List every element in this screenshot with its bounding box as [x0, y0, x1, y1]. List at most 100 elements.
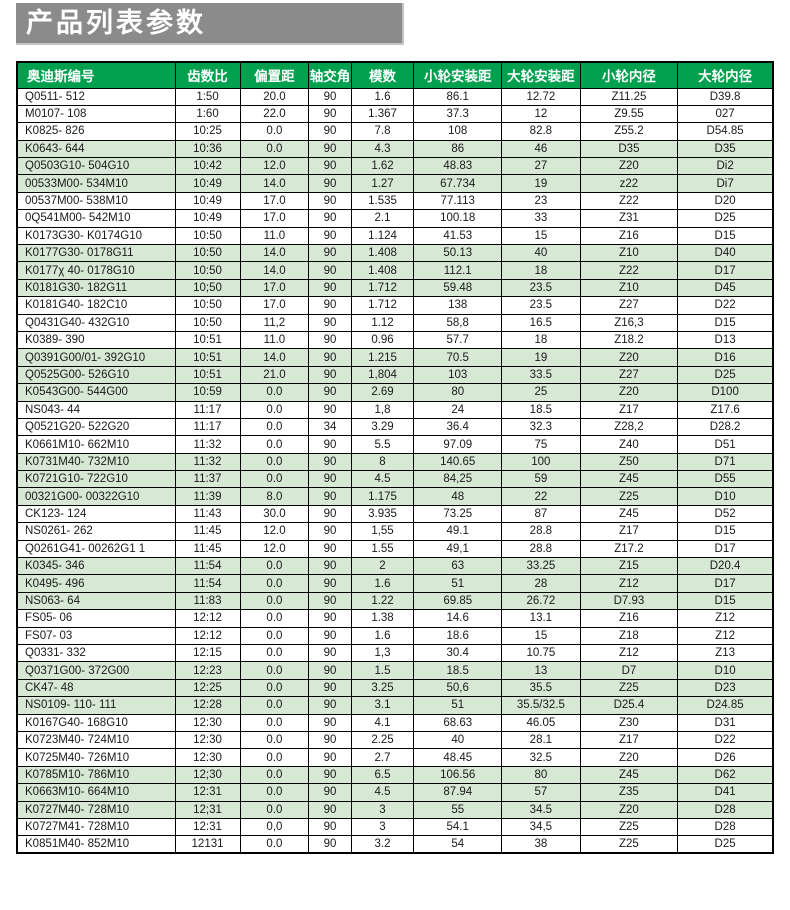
value-cell: 10:50	[174, 296, 241, 315]
value-cell: 90	[308, 678, 352, 698]
value-cell: 48.83	[413, 157, 503, 176]
product-code-cell: FS05- 06	[16, 609, 176, 628]
value-cell: 33	[501, 209, 581, 228]
value-cell: 90	[308, 609, 352, 628]
value-cell: Z9.55	[579, 104, 679, 124]
value-cell: 12:30	[174, 730, 241, 750]
value-cell: 1.6	[350, 574, 415, 593]
value-cell: 14.0	[239, 244, 310, 263]
value-cell: 0.0	[239, 696, 310, 715]
product-code-cell: NS0261- 262	[16, 522, 176, 541]
value-cell: 90	[308, 139, 352, 159]
value-cell: D10	[677, 487, 774, 506]
value-cell: 0.0	[239, 626, 310, 646]
table-row: K0177χ 40- 0178G10 10:50 14.0 90 1.408 112.1 1…	[16, 261, 774, 280]
value-cell: 11.0	[239, 330, 310, 350]
value-cell: D15	[677, 522, 774, 541]
value-cell: 40	[501, 244, 581, 263]
table-row: K0181G40- 182C10 10:50 17.0 90 1.712 138 23.5 Z…	[16, 296, 774, 315]
table-row: K0785M10- 786M10 12;30 0.0 90 6.5 106.56 80 Z45…	[16, 765, 774, 785]
table-row: CK123- 124 11:43 30.0 90 3.935 73.25 87 Z45 D52	[16, 504, 774, 524]
table-row: K0643- 644 10:36 0.0 90 4.3 86 46 D35 D35	[16, 139, 774, 159]
value-cell: 1,3	[350, 643, 415, 663]
value-cell: 90	[308, 330, 352, 350]
value-cell: 97.09	[413, 435, 503, 454]
value-cell: 82.8	[501, 122, 581, 141]
product-code-cell: K0723M40- 724M10	[16, 730, 176, 750]
value-cell: 0.0	[239, 139, 310, 159]
value-cell: D45	[677, 278, 774, 298]
value-cell: 17.0	[239, 278, 310, 298]
value-cell: Z31	[579, 209, 679, 228]
value-cell: D7.93	[579, 591, 679, 611]
value-cell: 10:42	[174, 157, 241, 176]
value-cell: 0.0	[239, 452, 310, 472]
value-cell: 0.0	[239, 661, 310, 680]
value-cell: 12.0	[239, 157, 310, 176]
value-cell: 1.408	[350, 244, 415, 263]
value-cell: D7	[579, 661, 679, 680]
value-cell: 48	[413, 487, 503, 506]
value-cell: 90	[308, 765, 352, 785]
title-bar: 产品列表参数	[16, 3, 404, 45]
value-cell: 90	[308, 591, 352, 611]
value-cell: 11:32	[174, 435, 241, 454]
value-cell: 100	[501, 452, 581, 472]
table-row: Q0261G41- 00262G1 1 11:45 12.0 90 1.55 49,1 28…	[16, 539, 774, 559]
value-cell: 1.27	[350, 174, 415, 193]
value-cell: Z18	[579, 626, 679, 646]
value-cell: 11:54	[174, 574, 241, 593]
value-cell: Z10	[579, 244, 679, 263]
product-code-cell: K0389- 390	[16, 330, 176, 350]
value-cell: 90	[308, 174, 352, 193]
table-row: NS0109- 110- 111 12:28 0.0 90 3.1 51 35.5/32.5…	[16, 696, 774, 715]
value-cell: 17.0	[239, 209, 310, 228]
value-cell: Z25	[579, 487, 679, 506]
value-cell: Z45	[579, 765, 679, 785]
value-cell: 0,0	[239, 817, 310, 837]
value-cell: 112.1	[413, 261, 503, 280]
product-code-cell: Q0371G00- 372G00	[16, 661, 176, 680]
value-cell: Z45	[579, 504, 679, 524]
value-cell: Z20	[579, 157, 679, 176]
product-code-cell: K0731M40- 732M10	[16, 452, 176, 472]
value-cell: 28.1	[501, 730, 581, 750]
column-header: 模数	[350, 61, 415, 89]
value-cell: 90	[308, 244, 352, 263]
product-code-cell: Q0391G00/01- 392G10	[16, 348, 176, 367]
value-cell: 13.1	[501, 609, 581, 628]
value-cell: 15	[501, 226, 581, 246]
value-cell: 90	[308, 817, 352, 837]
value-cell: Z16,3	[579, 313, 679, 332]
value-cell: 86.1	[413, 87, 503, 106]
table-row: Q0525G00- 526G10 10:51 21.0 90 1,804 103 33.5 Z…	[16, 365, 774, 385]
table-row: K0825- 826 10:25 0.0 90 7.8 108 82.8 Z55.2 D54.8…	[16, 122, 774, 141]
value-cell: 17.0	[239, 296, 310, 315]
product-code-cell: NS043- 44	[16, 400, 176, 419]
value-cell: D31	[677, 713, 774, 732]
table-row: NS063- 64 11:83 0.0 90 1.22 69.85 26.72 D7.93 D1…	[16, 591, 774, 611]
value-cell: D25.4	[579, 696, 679, 715]
table-row: K0731M40- 732M10 11:32 0.0 90 8 140.65 100 Z50 D…	[16, 452, 774, 472]
product-code-cell: FS07- 03	[16, 626, 176, 646]
product-code-cell: CK123- 124	[16, 504, 176, 524]
value-cell: 1,8	[350, 400, 415, 419]
table-row: K0723M40- 724M10 12:30 0.0 90 2.25 40 28.1 Z17 D…	[16, 730, 774, 750]
product-code-cell: K0495- 496	[16, 574, 176, 593]
value-cell: D35	[579, 139, 679, 159]
product-code-cell: K0721G10- 722G10	[16, 470, 176, 489]
value-cell: 1:50	[174, 87, 241, 106]
value-cell: 69.85	[413, 591, 503, 611]
value-cell: 4.5	[350, 470, 415, 489]
value-cell: Z55.2	[579, 122, 679, 141]
value-cell: 10:50	[174, 313, 241, 332]
value-cell: 90	[308, 348, 352, 367]
value-cell: 2.69	[350, 383, 415, 402]
table-row: K0495- 496 11:54 0.0 90 1.6 51 28 Z12 D17	[16, 574, 774, 593]
value-cell: 1.124	[350, 226, 415, 246]
value-cell: 0.0	[239, 122, 310, 141]
table-row: K0177G30- 0178G11 10:50 14.0 90 1.408 50.13 40…	[16, 244, 774, 263]
value-cell: 0.0	[239, 765, 310, 785]
value-cell: 1.62	[350, 157, 415, 176]
value-cell: 90	[308, 696, 352, 715]
